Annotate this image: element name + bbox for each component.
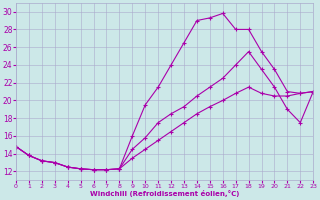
X-axis label: Windchill (Refroidissement éolien,°C): Windchill (Refroidissement éolien,°C) xyxy=(90,190,239,197)
